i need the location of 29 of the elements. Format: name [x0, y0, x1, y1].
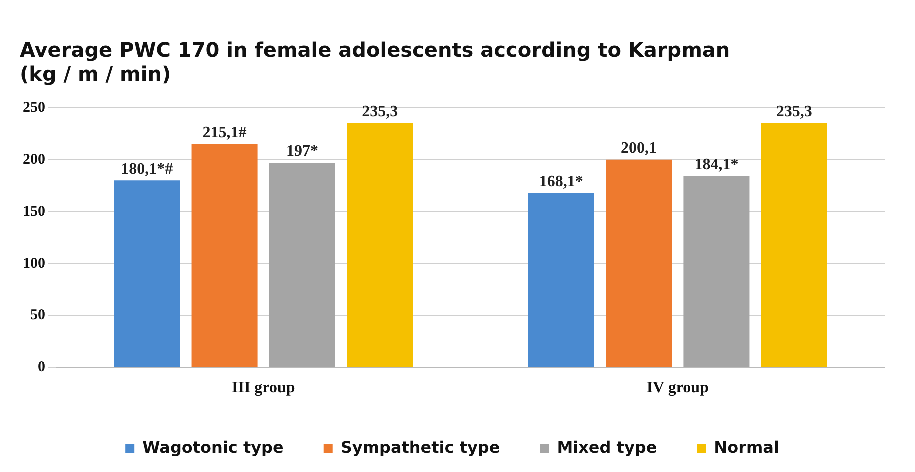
data-label: 168,1*	[539, 173, 584, 190]
data-label: 184,1*	[694, 156, 739, 174]
data-label: 215,1#	[202, 124, 247, 142]
data-label: 197*	[286, 143, 318, 160]
y-tick-label: 150	[23, 204, 46, 220]
y-tick-label: 100	[23, 256, 46, 272]
chart-title: Average PWC 170 in female adolescents according to Karpman (kg / m / min)	[20, 38, 730, 86]
legend-label: Sympathetic type	[340, 438, 500, 458]
x-tick-label: III group	[232, 380, 296, 397]
data-label: 235,3	[776, 103, 812, 120]
data-label: 180,1*#	[121, 160, 174, 178]
y-tick-label: 0	[38, 360, 46, 376]
bar	[347, 123, 414, 368]
bar	[192, 144, 258, 368]
legend-label: Normal	[714, 438, 780, 458]
legend-label: Mixed type	[557, 438, 658, 458]
bar	[684, 176, 750, 368]
bar	[528, 193, 594, 368]
data-label: 200,1	[621, 140, 658, 157]
legend-label: Wagotonic type	[142, 438, 284, 458]
y-tick-label: 200	[23, 152, 46, 168]
bar	[114, 180, 180, 368]
y-tick-label: 50	[30, 308, 46, 324]
bar	[269, 163, 336, 368]
bar	[761, 123, 828, 368]
x-tick-label: IV group	[646, 380, 710, 397]
bar	[606, 160, 672, 368]
data-label: 235,3	[362, 103, 398, 120]
y-tick-label: 250	[23, 100, 46, 116]
